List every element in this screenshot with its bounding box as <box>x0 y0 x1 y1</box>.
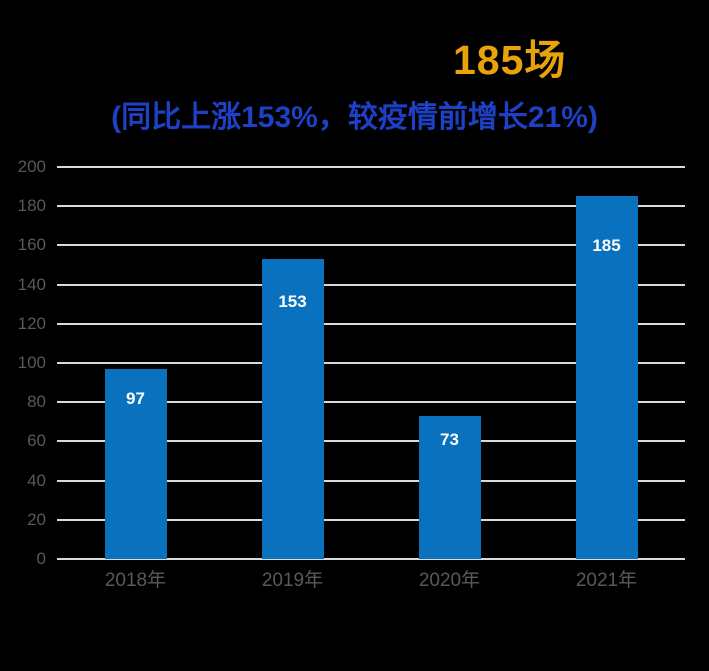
headline-highlight: 185场 <box>453 37 567 83</box>
bar-value-label: 153 <box>278 291 307 311</box>
gridline <box>57 283 685 286</box>
y-axis-tick-label: 180 <box>17 196 46 216</box>
x-axis-tick-label: 2020年 <box>418 570 481 591</box>
y-axis-tick-label: 40 <box>27 470 46 490</box>
y-axis-tick-label: 0 <box>36 549 46 568</box>
y-axis-tick-label: 120 <box>17 313 46 333</box>
gridline <box>57 558 685 560</box>
bar-value-label: 185 <box>592 236 621 256</box>
y-axis-tick-label: 100 <box>17 353 46 372</box>
y-axis-tick-label: 20 <box>27 509 46 529</box>
y-axis-tick-label: 200 <box>17 157 46 176</box>
chart-subtitle: (同比上涨153%，较疫情前增长21%) <box>111 101 598 134</box>
x-axis-tick-label: 2019年 <box>261 570 324 591</box>
bar-value-label: 97 <box>126 388 145 408</box>
bar-2021年 <box>575 196 638 559</box>
gridline <box>57 166 685 168</box>
x-axis-tick-label: 2018年 <box>104 570 167 591</box>
gridline <box>57 362 685 364</box>
y-axis-tick-label: 140 <box>17 274 46 294</box>
y-axis-tick-label: 60 <box>27 431 46 451</box>
bar-2019年 <box>261 259 324 559</box>
gridline <box>57 244 685 247</box>
bar-value-label: 73 <box>440 430 459 450</box>
x-axis-tick-label: 2021年 <box>575 570 638 591</box>
y-axis-tick-label: 80 <box>27 392 46 412</box>
gridline <box>57 205 685 208</box>
gridline <box>57 518 685 521</box>
gridline <box>57 440 685 443</box>
gridline <box>57 479 685 482</box>
y-axis-tick-label: 160 <box>17 235 46 255</box>
gridline <box>57 401 685 404</box>
bar-2018年 <box>104 368 167 559</box>
bar-2020年 <box>418 415 481 559</box>
gridline <box>57 322 685 325</box>
